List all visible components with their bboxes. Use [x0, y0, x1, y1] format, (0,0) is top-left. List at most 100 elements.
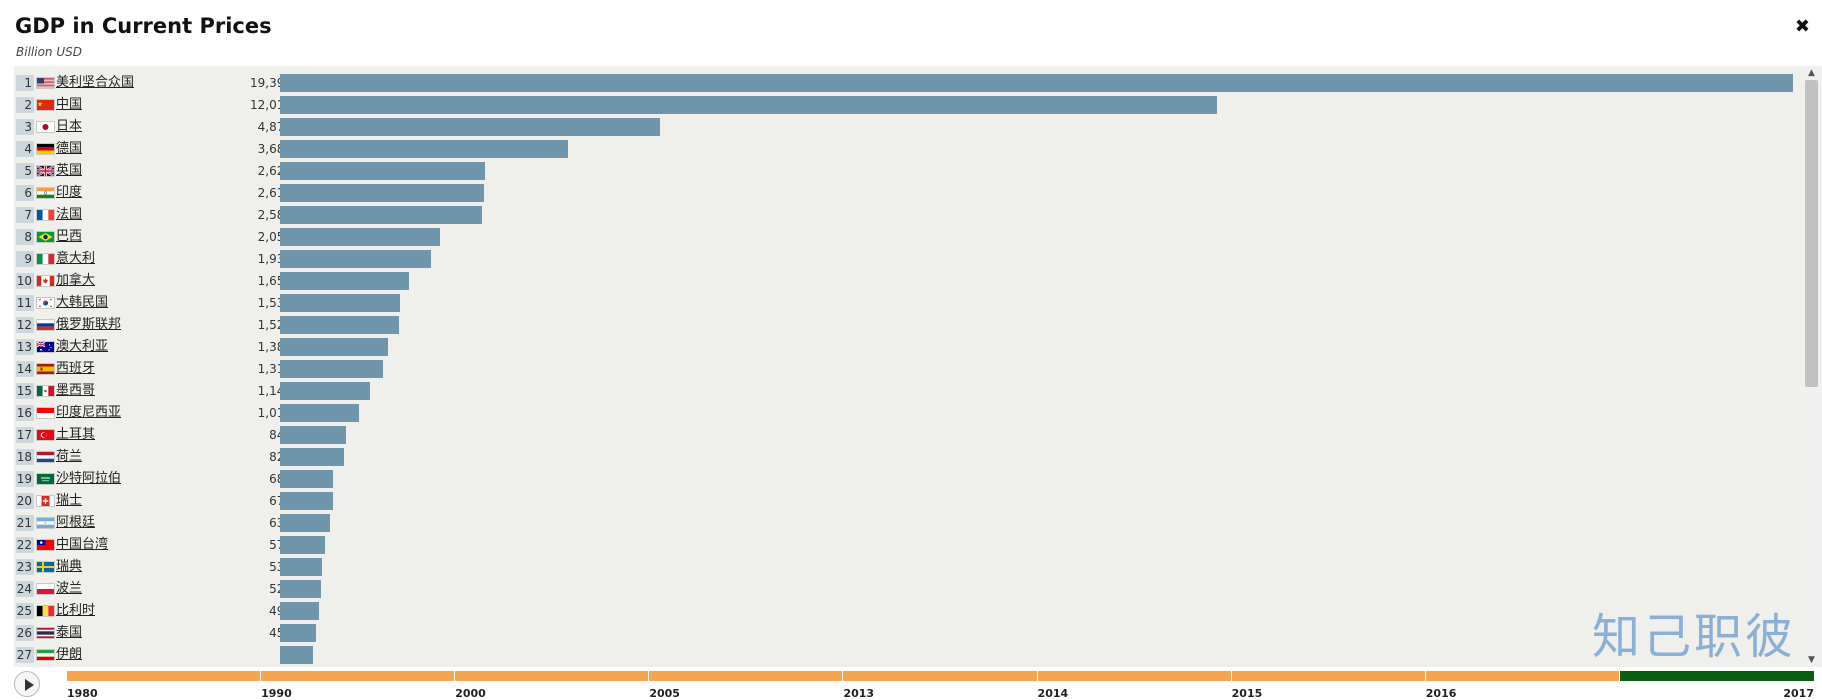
country-link[interactable]: 波兰	[56, 581, 83, 596]
bar[interactable]	[280, 558, 322, 576]
timeline-segment-2015[interactable]	[1231, 671, 1426, 681]
country-link[interactable]: 俄罗斯联邦	[56, 317, 122, 332]
rank-label: 5	[16, 163, 34, 179]
country-link[interactable]: 沙特阿拉伯	[56, 471, 122, 486]
bar[interactable]	[280, 162, 485, 180]
rank-label: 14	[16, 361, 34, 377]
bar[interactable]	[280, 338, 388, 356]
country-link[interactable]: 澳大利亚	[56, 339, 109, 354]
bar[interactable]	[280, 426, 346, 444]
country-link[interactable]: 加拿大	[56, 273, 96, 288]
country-link[interactable]: 印度	[56, 185, 83, 200]
bar[interactable]	[280, 118, 660, 136]
country-link[interactable]: 墨西哥	[56, 383, 96, 398]
table-row: 10 加拿大 1,652	[14, 270, 1801, 292]
country-link[interactable]: 美利坚合众国	[56, 75, 135, 90]
rank-label: 21	[16, 515, 34, 531]
bar[interactable]	[280, 250, 431, 268]
chart-header: GDP in Current Prices Billion USD ✖	[0, 0, 1822, 66]
timeline-year-label[interactable]: 2014	[1037, 687, 1069, 700]
flag-cn-icon	[36, 99, 55, 111]
bar[interactable]	[280, 470, 333, 488]
country-link[interactable]: 瑞典	[56, 559, 83, 574]
table-row: 2 中国 12,015	[14, 94, 1801, 116]
bar[interactable]	[280, 316, 399, 334]
bar[interactable]	[280, 96, 1217, 114]
bar[interactable]	[280, 360, 383, 378]
flag-us-icon	[36, 77, 55, 89]
bar[interactable]	[280, 382, 370, 400]
country-link[interactable]: 比利时	[56, 603, 96, 618]
timeline-year-label[interactable]: 2013	[843, 687, 875, 700]
table-row: 19沙特阿拉伯684	[14, 468, 1801, 490]
bar[interactable]	[280, 624, 316, 642]
bar[interactable]	[280, 492, 333, 510]
country-link[interactable]: 英国	[56, 163, 83, 178]
country-link[interactable]: 印度尼西亚	[56, 405, 122, 420]
timeline-track[interactable]: 1980 1990 2000 2005 2013 2014 2015 2016 2017	[67, 671, 1814, 700]
bar[interactable]	[280, 74, 1793, 92]
timeline-segment-2016[interactable]	[1425, 671, 1620, 681]
timeline-segment-1990[interactable]	[261, 671, 456, 681]
bar[interactable]	[280, 448, 344, 466]
timeline-segment-2013[interactable]	[843, 671, 1038, 681]
bar[interactable]	[280, 404, 359, 422]
timeline-year-label[interactable]: 2017	[1783, 687, 1814, 700]
scroll-down-icon[interactable]: ▼	[1808, 655, 1815, 665]
bar[interactable]	[280, 294, 400, 312]
timeline-year-label[interactable]: 1990	[261, 687, 292, 700]
flag-au-icon	[36, 341, 55, 353]
country-link[interactable]: 荷兰	[56, 449, 83, 464]
bar[interactable]	[280, 646, 313, 664]
table-row: 3 日本 4,872	[14, 116, 1801, 138]
timeline-segment-2017[interactable]	[1619, 671, 1814, 681]
rank-label: 18	[16, 449, 34, 465]
rank-label: 3	[16, 119, 34, 135]
timeline-year-label[interactable]: 2005	[649, 687, 680, 700]
country-link[interactable]: 瑞士	[56, 493, 83, 508]
country-link[interactable]: 土耳其	[56, 427, 96, 442]
country-link[interactable]: 法国	[56, 207, 83, 222]
vertical-scrollbar[interactable]: ▲ ▼	[1801, 66, 1822, 667]
bar[interactable]	[280, 272, 409, 290]
timeline-segment-1980[interactable]	[67, 671, 262, 681]
close-icon[interactable]: ✖	[1794, 16, 1810, 37]
country-link[interactable]: 大韩民国	[56, 295, 109, 310]
scroll-up-icon[interactable]: ▲	[1808, 68, 1815, 78]
bar[interactable]	[280, 140, 568, 158]
country-link[interactable]: 阿根廷	[56, 515, 96, 530]
country-link[interactable]: 西班牙	[56, 361, 96, 376]
country-link[interactable]: 巴西	[56, 229, 83, 244]
bar[interactable]	[280, 536, 325, 554]
scroll-thumb[interactable]	[1805, 80, 1818, 387]
country-link[interactable]: 泰国	[56, 625, 83, 640]
table-row: 18荷兰826	[14, 446, 1801, 468]
bar[interactable]	[280, 228, 440, 246]
bar[interactable]	[280, 206, 482, 224]
timeline-year-label[interactable]: 2015	[1231, 687, 1263, 700]
timeline-year-label[interactable]: 2000	[455, 687, 486, 700]
bar[interactable]	[280, 184, 484, 202]
rank-label: 17	[16, 427, 34, 443]
country-link[interactable]: 中国台湾	[56, 537, 109, 552]
country-link[interactable]: 伊朗	[56, 647, 83, 662]
table-row: 27 伊朗	[14, 644, 1801, 666]
flag-tr-icon	[36, 429, 55, 441]
bar[interactable]	[280, 514, 330, 532]
table-row: 23瑞典539	[14, 556, 1801, 578]
country-link[interactable]: 日本	[56, 119, 83, 134]
country-link[interactable]: 德国	[56, 141, 83, 156]
bar[interactable]	[280, 580, 321, 598]
country-link[interactable]: 意大利	[56, 251, 96, 266]
timeline-segment-2000[interactable]	[455, 671, 650, 681]
play-button[interactable]	[14, 671, 40, 697]
flag-be-icon	[36, 605, 55, 617]
timeline-year-label[interactable]: 1980	[67, 687, 98, 700]
table-row: 21阿根廷638	[14, 512, 1801, 534]
bar[interactable]	[280, 602, 319, 620]
flag-tw-icon	[36, 539, 55, 551]
country-link[interactable]: 中国	[56, 97, 83, 112]
timeline-segment-2005[interactable]	[649, 671, 844, 681]
timeline-segment-2014[interactable]	[1037, 671, 1232, 681]
timeline-year-label[interactable]: 2016	[1425, 687, 1457, 700]
